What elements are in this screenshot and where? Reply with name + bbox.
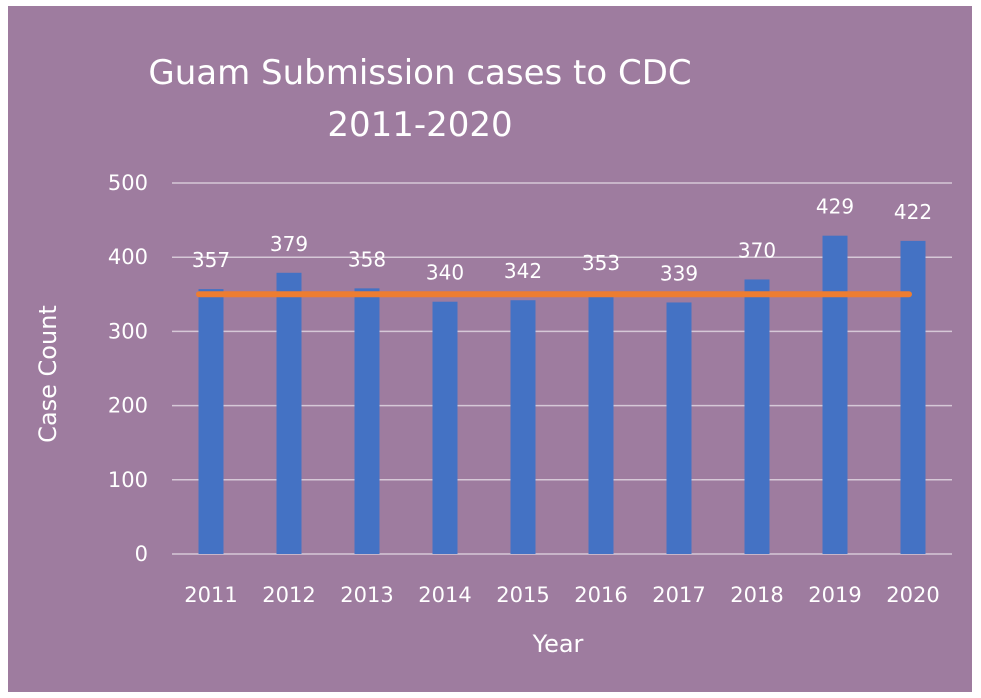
bar [354,288,380,554]
x-tick-label: 2011 [184,583,237,607]
bar [744,279,770,554]
x-tick-label: 2012 [262,583,315,607]
data-label: 357 [192,248,230,272]
y-tick-label: 0 [135,542,148,566]
y-axis-title: Case Count [34,305,62,443]
bar [432,301,458,554]
x-tick-label: 2019 [808,583,861,607]
gridlines [172,182,952,555]
x-axis-title: Year [532,630,584,658]
x-tick-label: 2016 [574,583,627,607]
y-tick-label: 500 [108,171,148,195]
x-tick-label: 2020 [886,583,939,607]
data-labels: 357 379 358 340 342 353 339 370 429 422 [192,195,932,286]
data-label: 429 [816,195,854,219]
data-label: 340 [426,261,464,285]
y-axis-ticks: 0 100 200 300 400 500 [108,171,148,566]
data-label: 339 [660,261,698,285]
data-label: 370 [738,238,776,262]
chart-title-line-1: Guam Submission cases to CDC [148,53,691,93]
y-tick-label: 100 [108,468,148,492]
data-label: 353 [582,251,620,275]
bar [276,272,302,554]
chart-frame: Guam Submission cases to CDC 2011-2020 0… [8,6,972,692]
y-tick-label: 200 [108,394,148,418]
x-tick-label: 2014 [418,583,471,607]
x-tick-label: 2013 [340,583,393,607]
chart-title-line-2: 2011-2020 [327,105,512,145]
bar [900,240,926,554]
y-tick-label: 400 [108,245,148,269]
x-tick-label: 2017 [652,583,705,607]
bar-chart: Guam Submission cases to CDC 2011-2020 0… [34,53,952,658]
data-label: 379 [270,232,308,256]
x-tick-label: 2018 [730,583,783,607]
data-label: 342 [504,259,542,283]
bar [510,300,536,554]
y-tick-label: 300 [108,319,148,343]
bar [822,235,848,554]
bar [198,289,224,554]
bar [666,302,692,554]
bars [198,235,926,554]
x-tick-label: 2015 [496,583,549,607]
data-label: 422 [894,200,932,224]
x-axis-ticks: 2011 2012 2013 2014 2015 2016 2017 2018 2019 2020 [184,583,939,607]
bar [588,292,614,554]
data-label: 358 [348,247,386,271]
